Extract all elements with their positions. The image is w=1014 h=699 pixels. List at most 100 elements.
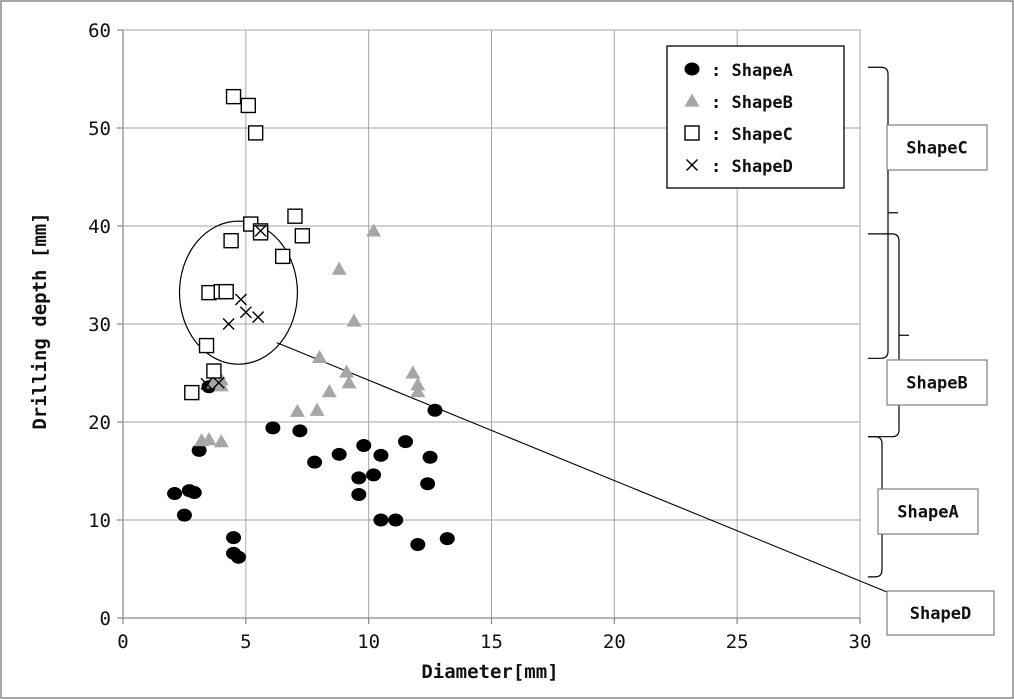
data-point (222, 318, 235, 330)
legend-marker-2 (684, 125, 700, 141)
legend: : ShapeA : ShapeB : ShapeC : ShapeD (666, 45, 845, 189)
data-point-stroke (239, 306, 252, 319)
data-point (240, 97, 256, 114)
data-point (366, 223, 382, 237)
annotation-shapeb-label: ShapeB (906, 374, 967, 394)
data-point (410, 384, 426, 398)
legend-marker-3 (686, 159, 698, 171)
data-point (234, 293, 247, 306)
data-point (265, 421, 281, 435)
x-tick-label: 10 (357, 631, 380, 653)
data-point-stroke (234, 293, 247, 306)
data-point (225, 88, 242, 105)
data-point (200, 377, 213, 390)
data-point (213, 434, 229, 448)
data-point (388, 513, 404, 527)
data-point (218, 283, 234, 300)
data-point-stroke (222, 318, 235, 330)
data-point (289, 403, 305, 417)
data-point (292, 424, 308, 438)
data-point (439, 532, 455, 546)
data-point (307, 455, 323, 469)
series-2 (184, 88, 311, 401)
y-tick-label: 40 (88, 216, 111, 238)
y-axis-title: Drilling depth [mm] (29, 212, 51, 429)
y-tick-label: 50 (88, 118, 111, 140)
x-axis-title: Diameter[mm] (421, 661, 558, 683)
annotation-shaped-label: ShapeD (910, 604, 971, 624)
data-point (351, 488, 367, 502)
data-point (274, 248, 291, 265)
data-point (252, 311, 265, 324)
data-point (321, 384, 337, 398)
x-tick-label: 0 (117, 631, 128, 653)
data-point (312, 349, 328, 363)
annotation-shapea-label: ShapeA (897, 503, 958, 523)
data-point (198, 337, 215, 354)
data-point (410, 538, 426, 551)
y-tick-label: 30 (88, 314, 111, 336)
data-point (206, 363, 222, 379)
annotation-shapeb-box (886, 359, 988, 406)
annotation-shaped-leader (276, 342, 888, 593)
data-point (239, 306, 252, 319)
legend-label-1: : ShapeB (711, 93, 793, 113)
legend-marker-0 (684, 62, 700, 76)
data-point (186, 486, 202, 500)
data-point (398, 435, 414, 449)
data-point (356, 439, 372, 453)
data-point (373, 513, 389, 527)
data-point-stroke (200, 377, 213, 390)
data-point (167, 487, 183, 501)
data-point (201, 432, 217, 446)
shaped-highlight-ellipse (178, 220, 299, 365)
data-point (287, 208, 303, 224)
data-point (294, 228, 311, 244)
legend-label-2: : ShapeC (711, 125, 793, 145)
data-point (427, 403, 443, 417)
annotation-shapea-box (877, 488, 979, 535)
annotation-shaped-box (886, 590, 995, 636)
data-point (420, 477, 436, 491)
data-point (230, 550, 246, 564)
y-tick-label: 10 (88, 510, 111, 532)
data-point (410, 377, 426, 391)
data-point (247, 125, 264, 141)
annotation-shapec-label: ShapeC (906, 139, 967, 159)
point-layer (167, 88, 455, 564)
data-point (212, 376, 225, 389)
data-point-stroke (212, 376, 225, 389)
legend-marker-1 (684, 93, 700, 107)
x-tick-label: 30 (849, 631, 872, 653)
data-point (346, 313, 362, 327)
annotation-layer: ShapeC ShapeB ShapeA ShapeD (178, 66, 995, 636)
data-point (341, 375, 357, 389)
legend-label-0: : ShapeA (711, 61, 793, 81)
data-point (331, 447, 347, 461)
y-tick-label: 0 (100, 608, 111, 630)
data-point (223, 232, 239, 249)
y-tick-label: 60 (88, 20, 111, 42)
data-point-stroke (252, 311, 265, 324)
data-point (309, 402, 325, 416)
data-point-stroke (254, 224, 267, 237)
data-point (254, 224, 267, 237)
data-point (331, 261, 347, 275)
data-point (252, 225, 269, 241)
data-point (191, 443, 207, 457)
legend-label-3: : ShapeD (711, 157, 793, 177)
data-point (351, 471, 367, 485)
data-point (366, 468, 382, 482)
series-1 (194, 223, 426, 448)
data-point (405, 365, 421, 379)
y-tick-label: 20 (88, 412, 111, 434)
data-point (339, 364, 355, 378)
annotation-shapec-box (886, 124, 988, 171)
series-3 (200, 224, 267, 390)
data-point (184, 384, 200, 401)
x-tick-label: 20 (603, 631, 626, 653)
axis-layer: 0 5 10 15 20 25 30 0 10 20 30 40 50 60 (88, 20, 871, 653)
